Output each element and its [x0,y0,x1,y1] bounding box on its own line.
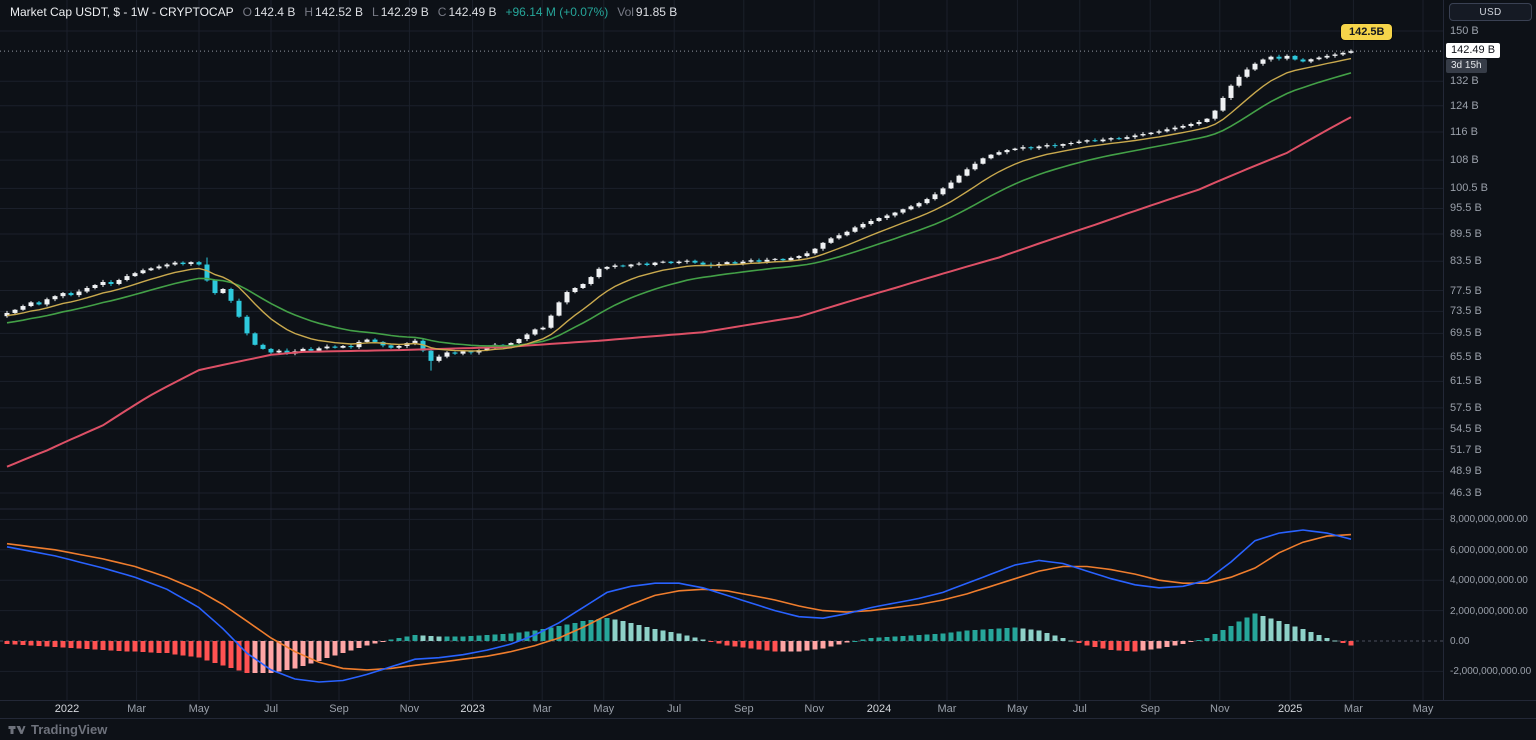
price-tick-label: 48.9 B [1450,465,1482,478]
brand-name: TradingView [31,722,108,737]
time-axis-label: Nov [804,703,824,715]
high-field: H 142.52 B [304,5,363,19]
price-tick-label: 77.5 B [1450,284,1482,297]
time-axis-label: 2025 [1277,703,1303,715]
time-axis-label: May [593,703,615,715]
grid-lines [0,0,1443,700]
volume-field: Vol 91.85 B [617,5,677,19]
close-value: 142.49 B [448,5,497,19]
price-tick-label: 100.5 B [1450,182,1488,195]
price-tick-label: 51.7 B [1450,443,1482,456]
price-tick-label: 124 B [1450,99,1479,112]
symbol-header: Market Cap USDT, $ - 1W - CRYPTOCAP O 142… [10,5,677,19]
price-tick-label: 69.5 B [1450,327,1482,340]
tradingview-logo[interactable]: TradingView [8,722,107,737]
price-alert-badge[interactable]: 142.5B [1341,24,1393,40]
time-axis-label: Sep [329,703,349,715]
open-value: 142.4 B [253,5,296,19]
ma-fast-line [6,57,1352,352]
price-tick-label: 65.5 B [1450,350,1482,363]
time-axis-label: May [188,703,210,715]
price-tick-label: 95.5 B [1450,202,1482,215]
low-label: L [372,5,379,19]
time-axis-label: Nov [399,703,420,715]
moving-averages [6,57,1352,468]
indicator-tick-label: 2,000,000,000.00 [1450,605,1528,617]
change-value: +96.14 M (+0.07%) [505,5,609,19]
indicator-tick-label: -2,000,000,000.00 [1450,666,1532,678]
time-axis-label: Mar [127,703,147,715]
high-value: 142.52 B [315,5,364,19]
price-tick-label: 116 B [1450,126,1478,139]
price-tick-label: 73.5 B [1450,305,1482,318]
bar-countdown: 3d 15h [1446,59,1487,74]
volume-value: 91.85 B [635,5,678,19]
price-tick-label: 46.3 B [1450,486,1482,499]
macd-lines [6,529,1352,683]
close-field: C 142.49 B [438,5,497,19]
symbol-title[interactable]: Market Cap USDT, $ - 1W - CRYPTOCAP [10,5,234,19]
price-scale[interactable]: USD 150 B 132 B 124 B 116 B 108 B 100.5 B 95.5… [1443,0,1536,700]
time-axis-label: Jul [1072,703,1087,715]
ma-mid-line [6,72,1352,347]
time-axis-label: Jul [263,703,279,715]
price-tick-label: 150 B [1450,25,1479,37]
time-axis-label: 2024 [866,703,892,715]
time-axis-label: May [1412,703,1434,715]
candles [4,49,1354,371]
currency-toggle-button[interactable]: USD [1449,3,1532,21]
time-scale[interactable]: 2022 Mar May Jul Sep Nov 2023 Mar May Jul Sep Nov 20… [0,700,1536,719]
time-axis-label: May [1007,703,1028,715]
time-axis-label: Sep [1140,703,1160,715]
price-tick-label: 132 B [1450,75,1479,88]
price-tick-label: 57.5 B [1450,401,1482,414]
price-tick-label: 54.5 B [1450,422,1482,435]
time-axis-label: 2022 [54,703,80,715]
close-label: C [437,5,447,19]
price-tick-label: 89.5 B [1450,227,1482,240]
price-tick-label: 83.5 B [1450,255,1482,268]
ma-slow-line [6,116,1352,468]
volume-label: Vol [617,5,634,19]
time-axis-label: Jul [667,703,682,715]
low-field: L 142.29 B [372,5,429,19]
open-label: O [242,5,252,19]
time-axis-label: Sep [734,703,754,715]
indicator-tick-label: 4,000,000,000.00 [1450,575,1528,587]
low-value: 142.29 B [380,5,429,19]
high-label: H [304,5,313,19]
time-axis-label: 2023 [460,703,485,715]
time-axis-label: Nov [1210,703,1230,715]
tradingview-logo-icon [8,725,26,734]
price-tick-label: 61.5 B [1450,375,1482,388]
open-field: O 142.4 B [243,5,296,19]
indicator-tick-label: 0.00 [1450,636,1470,647]
indicator-tick-label: 6,000,000,000.00 [1450,544,1528,556]
macd-histogram [4,613,1354,673]
indicator-tick-label: 8,000,000,000.00 [1450,514,1528,526]
chart-svg[interactable] [0,0,1443,700]
price-tick-label: 108 B [1450,154,1479,167]
footer-bar: TradingView [0,718,1536,740]
time-axis-label: Mar [532,703,552,715]
current-price-label: 142.49 B [1446,43,1501,59]
time-axis-label: Mar [937,703,957,715]
time-axis-label: Mar [1343,703,1363,715]
